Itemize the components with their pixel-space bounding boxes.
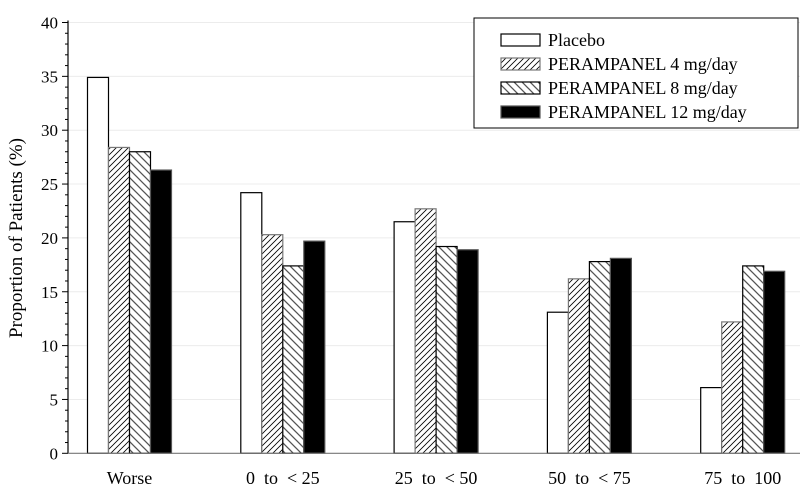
bar bbox=[763, 270, 786, 454]
y-tick-label: 30 bbox=[41, 121, 58, 140]
x-tick-label: 50 to < 75 bbox=[548, 468, 631, 488]
bar bbox=[282, 265, 305, 454]
legend-label: PERAMPANEL 8 mg/day bbox=[548, 78, 738, 98]
legend-swatch bbox=[500, 81, 541, 95]
bar bbox=[609, 257, 633, 454]
bar bbox=[742, 265, 765, 454]
legend-label: PERAMPANEL 4 mg/day bbox=[548, 54, 738, 74]
legend-swatch bbox=[500, 57, 541, 71]
y-tick-label: 20 bbox=[41, 229, 58, 248]
y-tick-label: 25 bbox=[41, 175, 58, 194]
bar bbox=[107, 146, 131, 454]
y-axis-label: Proportion of Patients (%) bbox=[6, 138, 27, 338]
y-tick-label: 40 bbox=[41, 14, 58, 33]
bar bbox=[414, 208, 437, 454]
bar bbox=[456, 249, 479, 454]
x-tick-label: 25 to < 50 bbox=[395, 468, 478, 488]
bar bbox=[303, 240, 326, 454]
bar bbox=[588, 260, 612, 454]
x-tick-label: 0 to < 25 bbox=[246, 468, 320, 488]
bar bbox=[721, 321, 744, 454]
legend: Placebo PERAMPANEL 4 mg/day PERAMPANEL 8 m… bbox=[473, 17, 799, 129]
y-tick-label: 15 bbox=[41, 283, 58, 302]
x-tick-label: 75 to 100 bbox=[704, 468, 781, 488]
legend-label: PERAMPANEL 12 mg/day bbox=[548, 102, 747, 122]
bar bbox=[393, 221, 416, 454]
bar bbox=[567, 278, 591, 454]
x-tick-label: Worse bbox=[107, 468, 153, 488]
y-tick-label: 10 bbox=[41, 337, 58, 356]
y-tick-label: 5 bbox=[50, 390, 59, 409]
bar bbox=[700, 387, 723, 454]
legend-label: Placebo bbox=[548, 30, 605, 50]
y-tick-label: 35 bbox=[41, 67, 58, 86]
y-tick-label: 0 bbox=[50, 444, 59, 463]
bar bbox=[128, 151, 152, 454]
legend-swatch bbox=[500, 105, 541, 119]
bar bbox=[435, 245, 458, 454]
bar bbox=[261, 234, 284, 454]
bar bbox=[546, 311, 570, 454]
bar bbox=[149, 169, 173, 454]
bar bbox=[240, 192, 263, 454]
bar bbox=[86, 76, 110, 454]
legend-swatch bbox=[500, 33, 541, 47]
